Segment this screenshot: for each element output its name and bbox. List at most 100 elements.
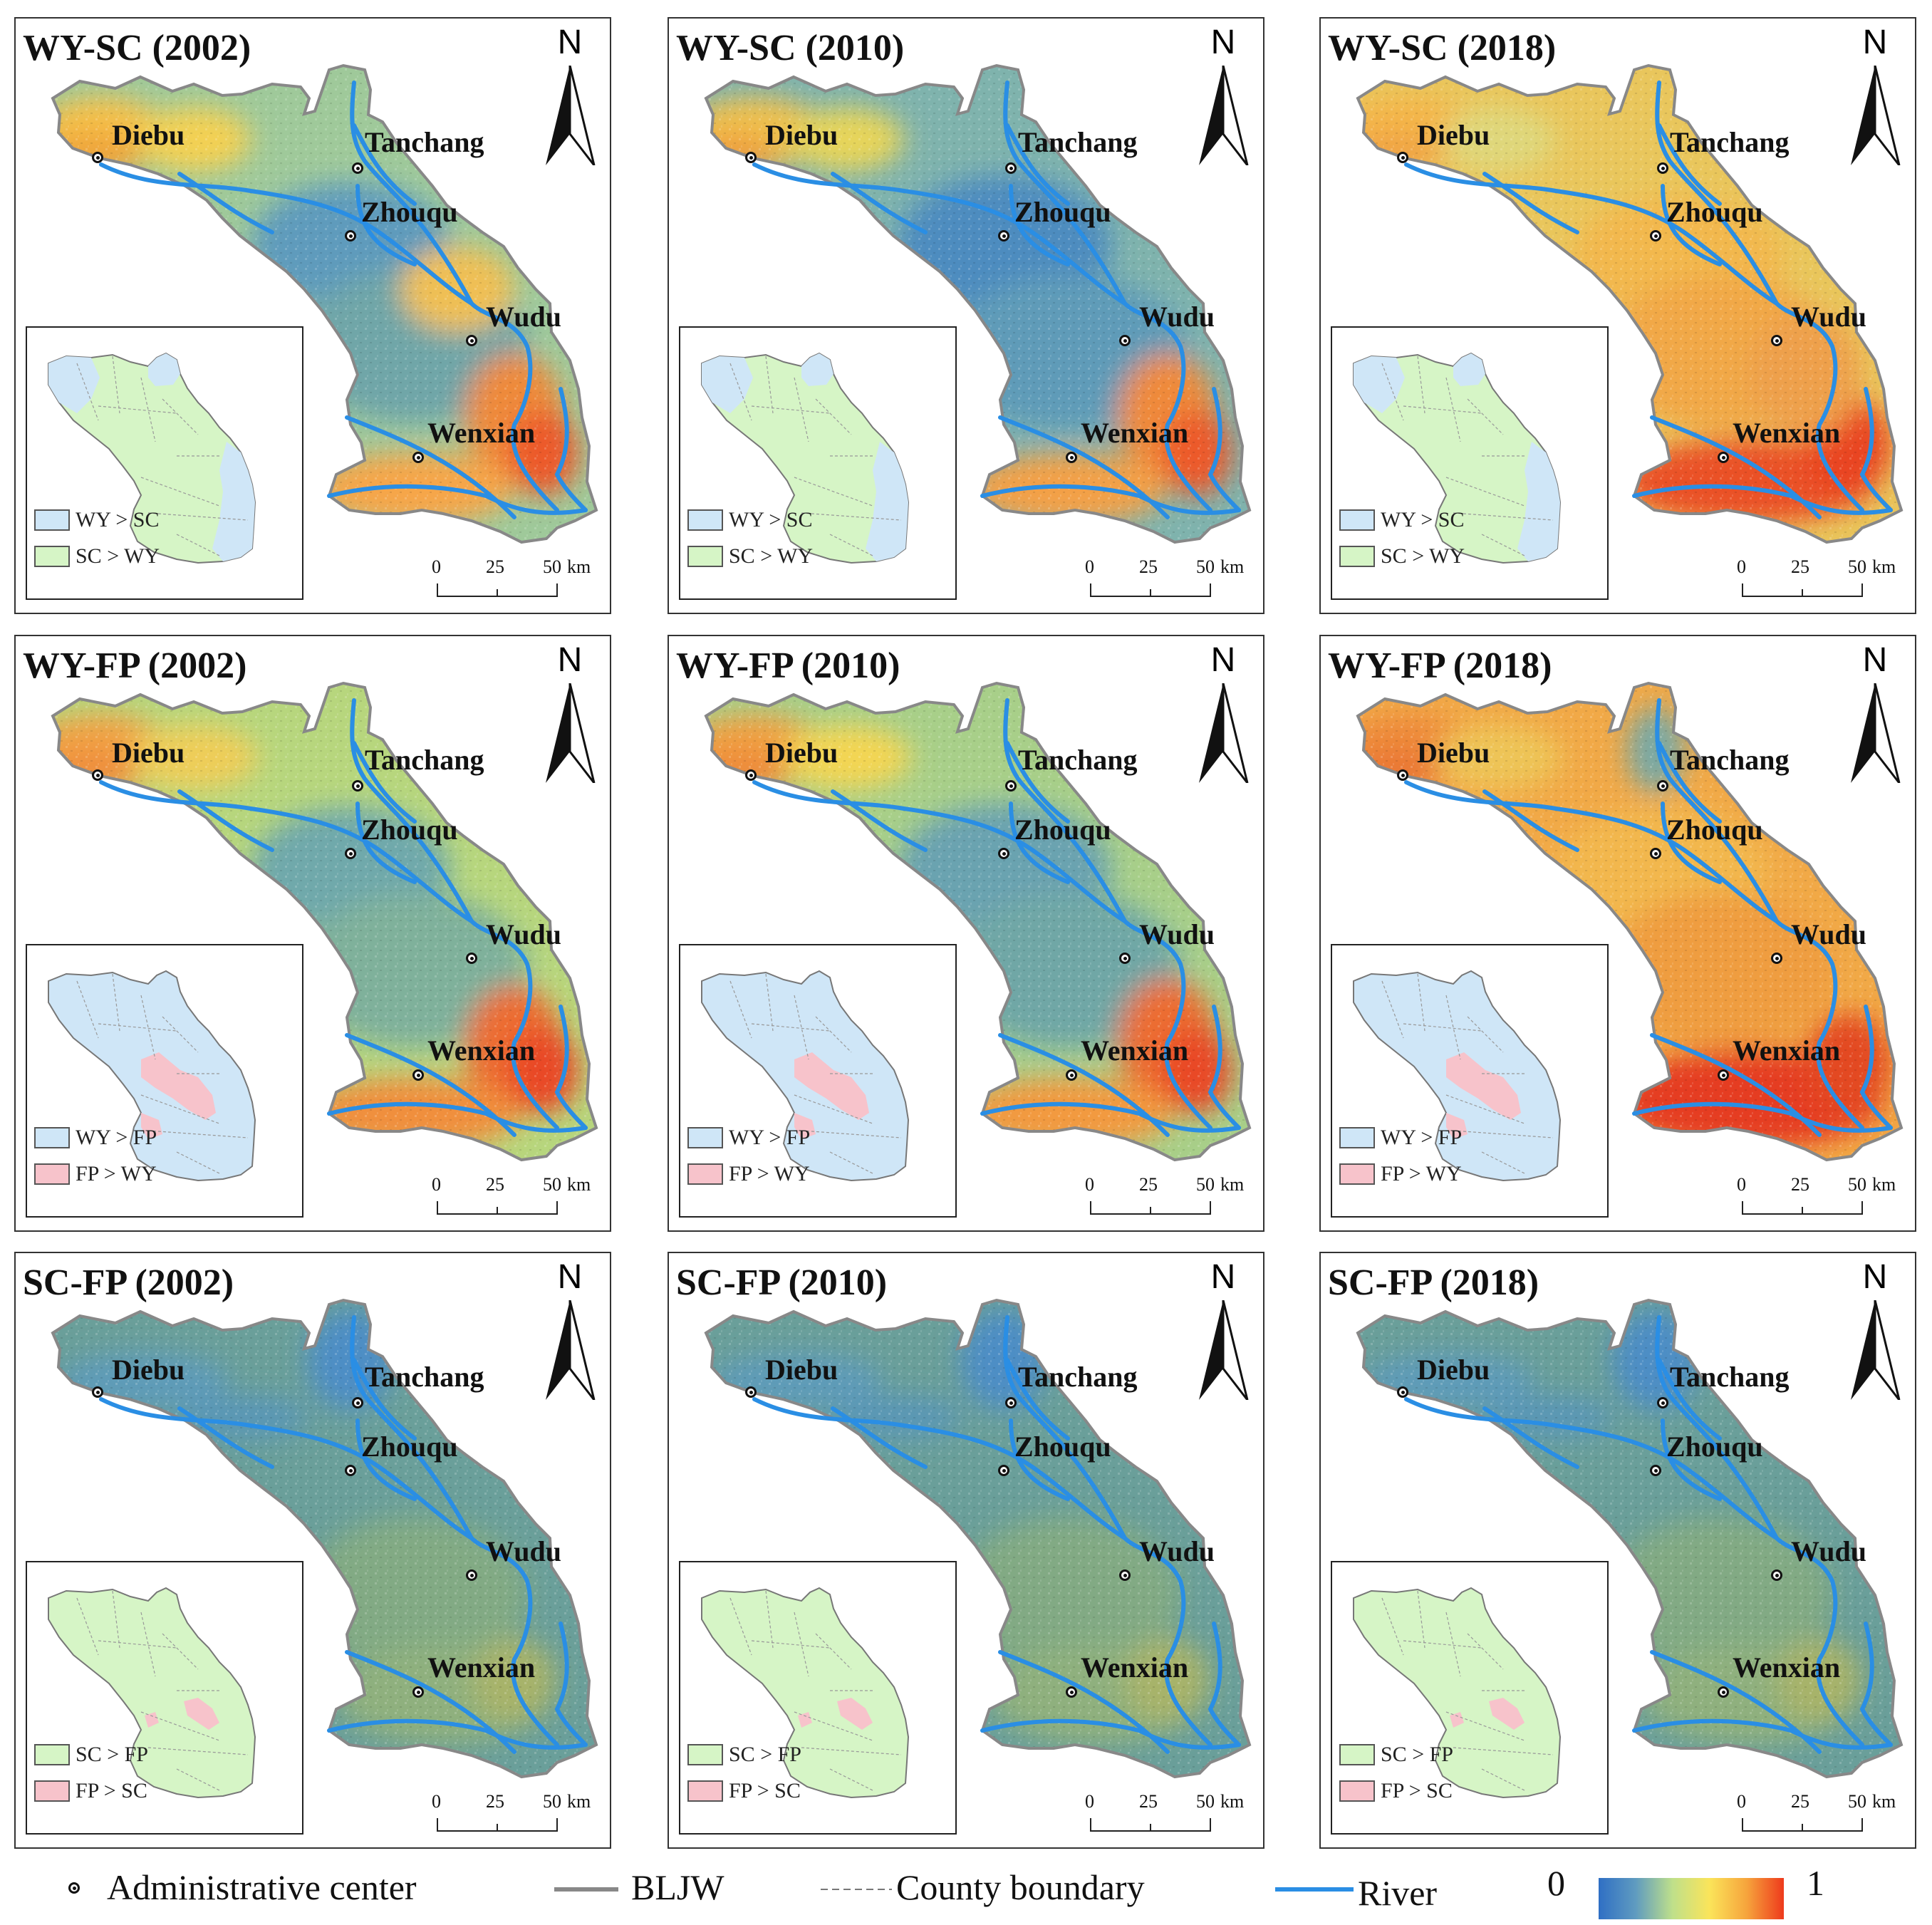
basin-map [704,63,1252,544]
north-arrow-icon: N [541,1257,598,1400]
scale-unit: km [567,556,591,577]
admin-center-marker [1397,769,1408,781]
inset-legend-item: WY > SC [34,508,159,532]
place-label-zhouqu: Zhouqu [1666,814,1763,846]
scale-tick-25: 25 [486,1791,504,1812]
bljw-boundary [704,1298,1252,1779]
legend-swatch [1339,546,1375,567]
scale-tick-50: 50 [1196,1174,1215,1195]
river-line [345,415,516,519]
legend-swatch [687,1780,723,1802]
place-label-zhouqu: Zhouqu [1014,814,1111,846]
admin-center-marker [352,1397,363,1408]
place-label-tanchang: Tanchang [1670,744,1790,776]
admin-center-marker [1397,1386,1408,1398]
inset-legend-item: SC > WY [687,544,813,569]
legend-swatch [687,546,723,567]
inset-map: WY > FP FP > WY [1331,944,1609,1218]
place-label-zhouqu: Zhouqu [1014,196,1111,228]
admin-center-marker [1066,452,1077,463]
inset-legend-item: FP > WY [34,1162,157,1186]
place-label-diebu: Diebu [765,119,838,151]
scale-tick-50: 50 [1848,1791,1866,1812]
place-label-diebu: Diebu [112,1354,185,1386]
legend-swatch [34,1780,70,1802]
river-line [327,484,588,515]
river-line [1005,123,1070,206]
inset-legend-item: FP > WY [687,1162,810,1186]
admin-center-marker [412,452,424,463]
river-line [1208,1622,1241,1747]
north-label: N [1862,641,1888,679]
legend-swatch [687,1163,723,1185]
river-line [1632,484,1893,515]
scale-bar: 0 25 50 km [1085,1791,1253,1841]
river-line [352,123,417,206]
river-line [327,1718,588,1750]
river-line [1859,1622,1893,1747]
legend-swatch [687,509,723,531]
place-label-wudu: Wudu [1791,301,1867,333]
scale-tick-0: 0 [1085,556,1094,577]
scale-tick-25: 25 [1791,1174,1809,1195]
admin-center-marker [466,335,477,346]
scale-bar: 0 25 50 km [432,556,600,606]
admin-center-marker [745,1386,757,1398]
river-line [1009,184,1070,266]
bljw-line-icon [554,1887,618,1892]
panel-title: WY-SC (2010) [676,28,905,68]
river-line [554,1622,588,1747]
colorbar-max-label: 1 [1807,1863,1824,1903]
north-arrow-icon: N [1195,23,1252,165]
river-line [1404,162,1779,306]
north-arrow-icon: N [1847,23,1904,165]
river-line [1005,1358,1070,1441]
river-line [350,1315,559,1747]
place-label-zhouqu: Zhouqu [361,814,458,846]
inset-map: SC > FP FP > SC [1331,1561,1609,1835]
scale-tick-25: 25 [486,556,504,577]
river-line [350,81,559,512]
river-line [99,780,474,923]
north-arrow-icon: N [1195,1257,1252,1400]
admin-center-marker [412,1069,424,1081]
inset-legend-item: SC > FP [687,1743,801,1767]
place-label-wenxian: Wenxian [1733,417,1841,449]
legend-county-label: County boundary [896,1867,1145,1907]
north-label: N [557,641,583,679]
scale-tick-50: 50 [1196,556,1215,577]
admin-center-marker [998,1465,1009,1476]
inset-legend-label: SC > FP [1381,1743,1453,1766]
admin-center-marker [1718,1686,1729,1698]
inset-legend-item: FP > SC [34,1779,147,1803]
north-arrow-icon: N [1847,640,1904,783]
panel-title: WY-FP (2018) [1328,645,1552,686]
place-label-wenxian: Wenxian [427,417,536,449]
place-label-wudu: Wudu [1139,918,1215,950]
place-label-diebu: Diebu [765,737,838,769]
legend-swatch [1339,1163,1375,1185]
inset-legend-label: WY > SC [76,508,160,531]
admin-center-marker [92,1386,103,1398]
place-label-wudu: Wudu [486,301,562,333]
legend-swatch [687,1744,723,1765]
legend-admin-label: Administrative center [107,1867,417,1907]
north-arrow-icon: N [1195,640,1252,783]
bljw-boundary [1356,63,1904,544]
place-label-diebu: Diebu [765,1354,838,1386]
admin-center-marker [745,152,757,163]
river-line [1404,1397,1779,1540]
inset-legend-label: SC > WY [1381,544,1465,568]
admin-center-marker [345,230,356,242]
scale-tick-50: 50 [543,1174,561,1195]
admin-center-marker [1066,1069,1077,1081]
river-line [831,172,928,234]
admin-center-marker [1650,848,1661,859]
river-line [554,387,588,512]
inset-legend-label: SC > FP [76,1743,148,1766]
scale-tick-50: 50 [543,556,561,577]
inset-legend-item: SC > WY [1339,544,1465,569]
river-line [831,1406,928,1469]
admin-center-marker [1005,162,1017,174]
river-line [1482,1406,1579,1469]
